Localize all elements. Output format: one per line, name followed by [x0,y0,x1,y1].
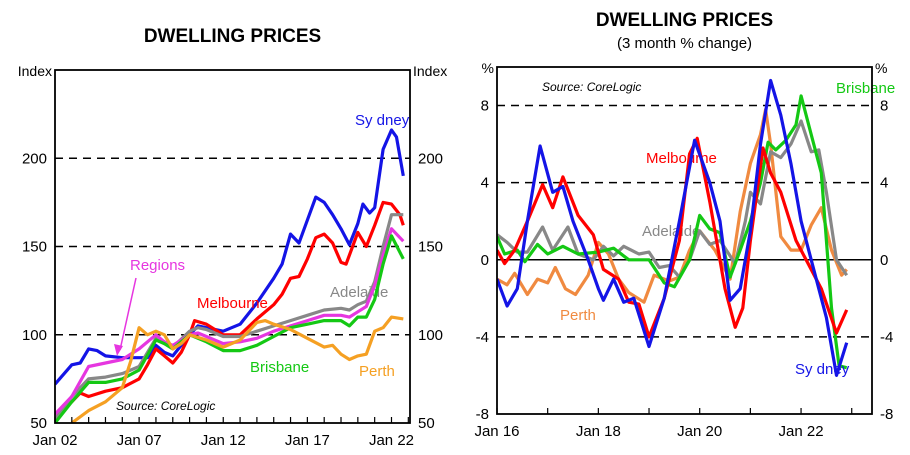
y-tick-label-left: 150 [22,239,47,256]
series-label-brisbane: Brisbane [836,80,895,97]
y-tick-label-left: -8 [476,406,489,423]
y-tick-label-right: 0 [880,252,888,269]
series-line-melbourne [497,136,849,339]
series-line-brisbane [497,94,848,370]
chart-subtitle: (3 month % change) [617,35,752,52]
series-label-brisbane: Brisbane [250,359,309,376]
series-label-adelaide: Adelaide [642,223,700,240]
plot-frame [496,66,873,415]
y-tick-label-left: 50 [30,415,47,432]
x-tick-label: Jan 22 [369,432,414,449]
x-tick-label: Jan 16 [474,423,519,440]
series-label-perth: Perth [359,363,395,380]
y-tick-label-right: 100 [418,327,443,344]
regions-arrow-line [119,277,137,351]
series-line-sydney [497,78,849,377]
x-tick-label: Jan 12 [201,432,246,449]
series-line-perth [70,315,404,423]
y-axis-label-left: % [482,60,494,76]
series-line-brisbane [55,234,405,423]
series-label-adelaide: Adelaide [330,284,388,301]
y-axis-label-right: Index [413,63,447,79]
series-line-regions [55,227,405,416]
series-label-regions: Regions [130,257,185,274]
plot-frame [54,69,411,424]
series-label-sydney: Sy dney [355,112,410,129]
source-note: Source: CoreLogic [542,80,641,94]
x-tick-label: Jan 22 [779,423,824,440]
series-label-sydney: Sy dney [795,361,850,378]
series-line-adelaide [55,213,404,421]
chart-title: DWELLING PRICES [144,26,321,47]
series-label-melbourne: Melbourne [646,150,717,167]
y-tick-label-right: 8 [880,98,888,115]
y-tick-label-left: -4 [476,329,489,346]
y-tick-label-right: -4 [880,329,893,346]
x-tick-label: Jan 02 [32,432,77,449]
y-tick-label-left: 8 [481,98,489,115]
y-axis-label-right: % [875,60,887,76]
y-tick-label-right: 4 [880,175,888,192]
series-label-perth: Perth [560,307,596,324]
y-tick-label-left: 200 [22,150,47,167]
y-axis-label-left: Index [18,63,52,79]
series-label-melbourne: Melbourne [197,295,268,312]
chart-title: DWELLING PRICES [596,10,773,31]
x-tick-label: Jan 17 [285,432,330,449]
chart-index: DWELLING PRICES Sy dney Melbourne Adelaide R… [18,26,448,449]
y-tick-label-right: 200 [418,150,443,167]
chart-change: DWELLING PRICES (3 month % change) Perth Ad… [474,10,895,440]
series-line-melbourne [55,200,405,416]
y-tick-label-left: 4 [481,175,489,192]
y-tick-label-left: 100 [22,327,47,344]
x-tick-label: Jan 18 [576,423,621,440]
series-line-sydney [55,128,405,386]
y-tick-label-right: -8 [880,406,893,423]
y-tick-label-right: 50 [418,415,435,432]
source-note: Source: CoreLogic [116,399,215,413]
x-tick-label: Jan 07 [117,432,162,449]
y-tick-label-right: 150 [418,239,443,256]
x-tick-label: Jan 20 [677,423,722,440]
y-tick-label-left: 0 [481,252,489,269]
regions-arrow-head [114,344,123,356]
